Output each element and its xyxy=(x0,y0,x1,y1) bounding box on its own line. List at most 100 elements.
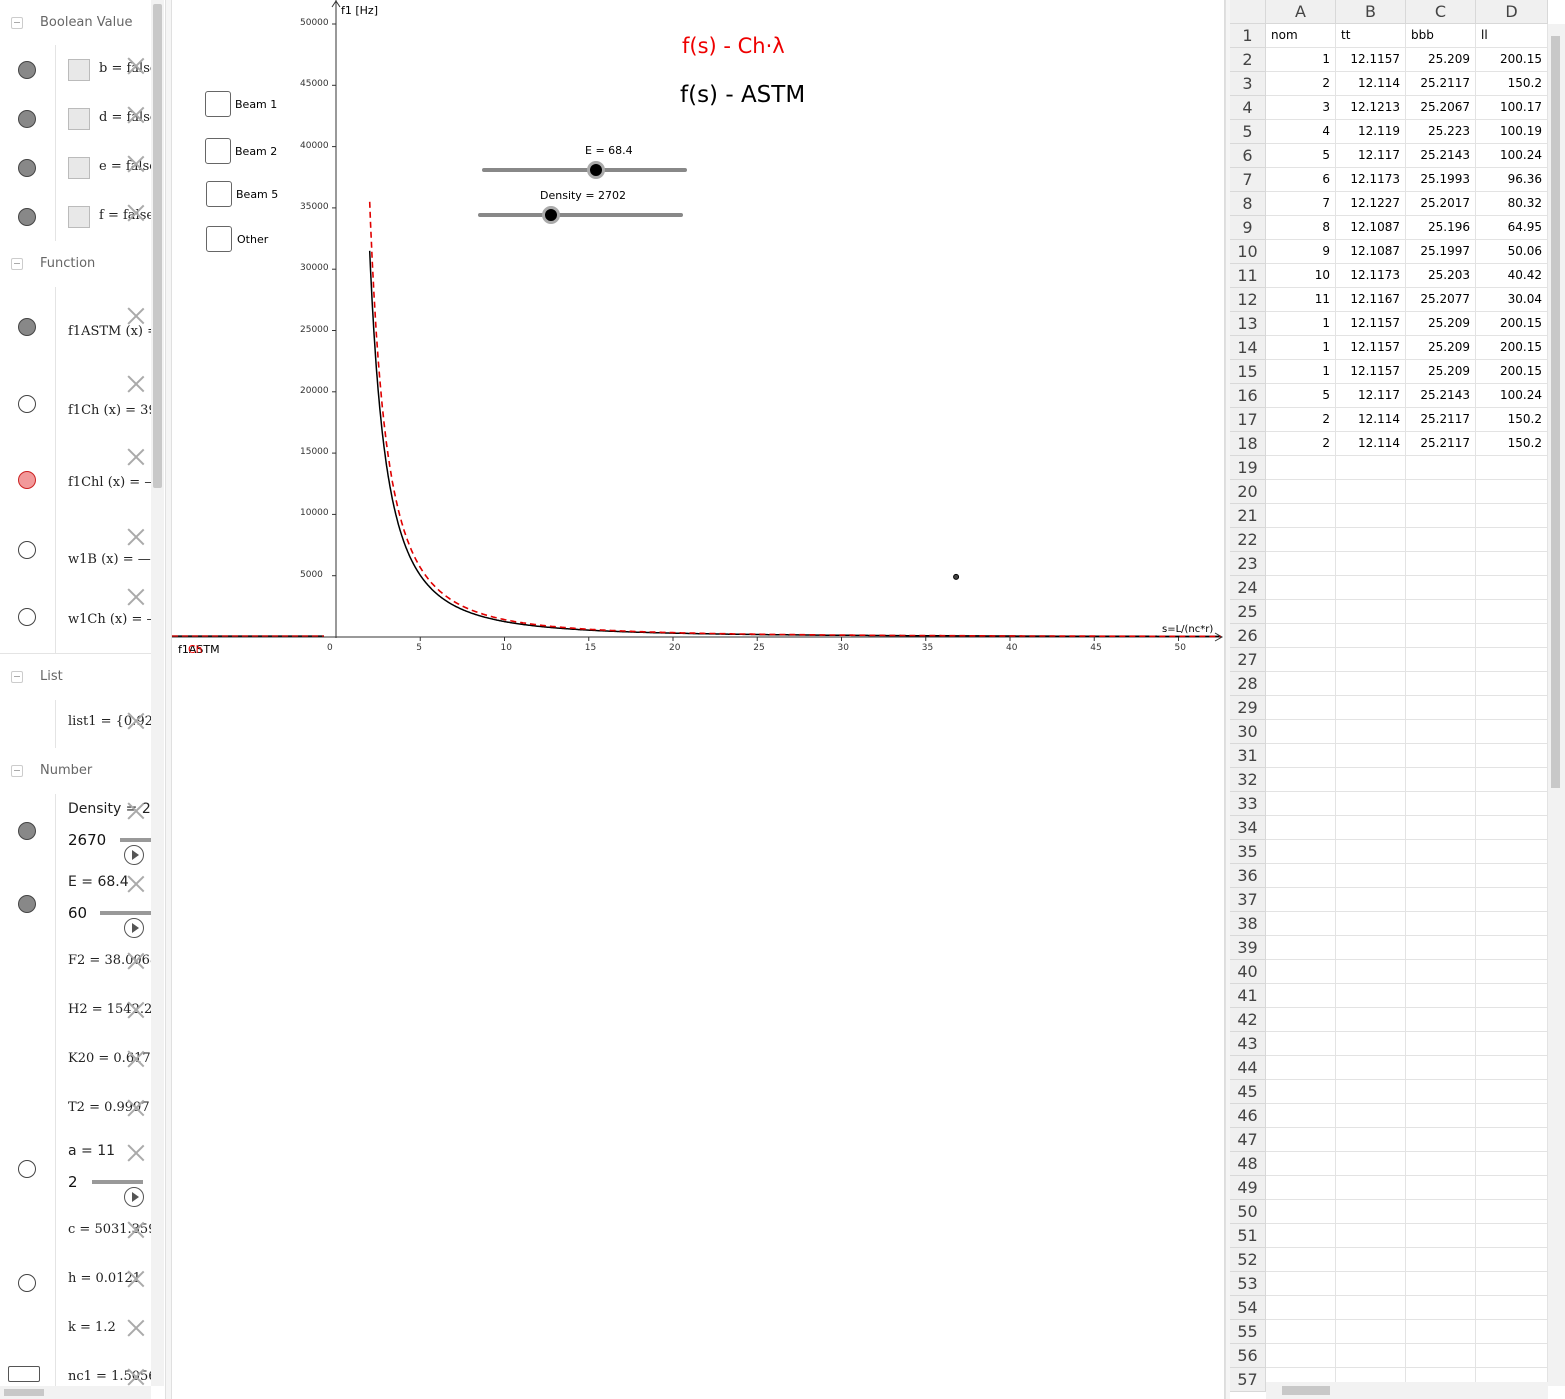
table-cell[interactable] xyxy=(1266,720,1336,744)
table-cell[interactable]: 25.2017 xyxy=(1406,192,1476,216)
column-header[interactable]: D xyxy=(1476,0,1548,24)
table-cell[interactable] xyxy=(1476,480,1548,504)
table-cell[interactable] xyxy=(1336,528,1406,552)
sheet-vertical-scrollbar[interactable] xyxy=(1548,24,1565,1386)
row-header[interactable]: 3 xyxy=(1230,72,1266,96)
table-cell[interactable] xyxy=(1406,984,1476,1008)
number-row[interactable]: k = 1.2 xyxy=(0,1307,151,1357)
row-header[interactable]: 57 xyxy=(1230,1368,1266,1392)
table-cell[interactable]: 25.223 xyxy=(1406,120,1476,144)
row-header[interactable]: 23 xyxy=(1230,552,1266,576)
table-cell[interactable]: 200.15 xyxy=(1476,48,1548,72)
table-cell[interactable] xyxy=(1406,1056,1476,1080)
table-cell[interactable]: 12.1157 xyxy=(1336,336,1406,360)
table-cell[interactable] xyxy=(1266,864,1336,888)
row-header[interactable]: 52 xyxy=(1230,1248,1266,1272)
table-cell[interactable]: 6 xyxy=(1266,168,1336,192)
table-cell[interactable]: 8 xyxy=(1266,216,1336,240)
table-cell[interactable] xyxy=(1336,1128,1406,1152)
table-cell[interactable] xyxy=(1336,720,1406,744)
table-cell[interactable] xyxy=(1336,960,1406,984)
row-header[interactable]: 33 xyxy=(1230,792,1266,816)
table-cell[interactable] xyxy=(1476,1008,1548,1032)
table-cell[interactable] xyxy=(1266,912,1336,936)
table-cell[interactable] xyxy=(1406,456,1476,480)
table-cell[interactable] xyxy=(1476,840,1548,864)
row-header[interactable]: 37 xyxy=(1230,888,1266,912)
table-cell[interactable]: 25.1993 xyxy=(1406,168,1476,192)
table-cell[interactable] xyxy=(1336,744,1406,768)
row-header[interactable]: 45 xyxy=(1230,1080,1266,1104)
table-cell[interactable] xyxy=(1406,672,1476,696)
table-cell[interactable]: 2 xyxy=(1266,432,1336,456)
table-cell[interactable] xyxy=(1406,1176,1476,1200)
table-cell[interactable] xyxy=(1266,744,1336,768)
list-row[interactable]: list1 = {0.9244 xyxy=(0,700,151,749)
table-cell[interactable] xyxy=(1336,1080,1406,1104)
table-cell[interactable] xyxy=(1336,576,1406,600)
delete-icon[interactable] xyxy=(127,155,145,173)
table-cell[interactable] xyxy=(1336,888,1406,912)
column-header[interactable]: A xyxy=(1266,0,1336,24)
graph-canvas[interactable] xyxy=(172,0,1225,1399)
table-cell[interactable]: 100.17 xyxy=(1476,96,1548,120)
table-cell[interactable] xyxy=(1476,1104,1548,1128)
table-cell[interactable] xyxy=(1266,840,1336,864)
table-cell[interactable]: 96.36 xyxy=(1476,168,1548,192)
row-header[interactable]: 46 xyxy=(1230,1104,1266,1128)
visibility-toggle[interactable] xyxy=(18,894,36,913)
expression-text[interactable]: f1ASTM (x) = xyxy=(68,324,151,339)
table-cell[interactable]: 150.2 xyxy=(1476,432,1548,456)
table-cell[interactable] xyxy=(1336,1272,1406,1296)
table-cell[interactable] xyxy=(1266,1008,1336,1032)
boolean-row[interactable]: d = false xyxy=(0,94,151,144)
row-header[interactable]: 27 xyxy=(1230,648,1266,672)
visibility-toggle[interactable] xyxy=(18,109,36,128)
function-row[interactable]: w1B (x) = — xyxy=(0,520,151,581)
delete-icon[interactable] xyxy=(127,57,145,75)
number-row[interactable]: F2 = 38.0068 xyxy=(0,940,151,990)
table-cell[interactable] xyxy=(1406,720,1476,744)
table-cell[interactable] xyxy=(1336,1176,1406,1200)
table-cell[interactable]: 12.114 xyxy=(1336,72,1406,96)
density-slider-knob[interactable] xyxy=(542,206,560,224)
table-cell[interactable] xyxy=(1266,552,1336,576)
table-cell[interactable] xyxy=(1336,936,1406,960)
row-header[interactable]: 15 xyxy=(1230,360,1266,384)
expression-text[interactable]: k = 1.2 xyxy=(68,1320,116,1335)
table-cell[interactable]: 80.32 xyxy=(1476,192,1548,216)
expression-text[interactable]: w1Ch (x) = — xyxy=(68,612,151,627)
row-header[interactable]: 11 xyxy=(1230,264,1266,288)
table-cell[interactable] xyxy=(1266,576,1336,600)
table-cell[interactable] xyxy=(1476,912,1548,936)
row-header[interactable]: 47 xyxy=(1230,1128,1266,1152)
number-row[interactable]: a = 11 2 xyxy=(0,1136,151,1210)
table-cell[interactable] xyxy=(1336,1008,1406,1032)
row-header[interactable]: 48 xyxy=(1230,1152,1266,1176)
section-function[interactable]: Function xyxy=(0,241,151,288)
table-cell[interactable] xyxy=(1406,1152,1476,1176)
corner-cell[interactable] xyxy=(1230,0,1266,24)
table-cell[interactable]: 1 xyxy=(1266,312,1336,336)
table-cell[interactable] xyxy=(1406,576,1476,600)
table-cell[interactable] xyxy=(1266,984,1336,1008)
panel-divider[interactable] xyxy=(165,0,172,1399)
table-cell[interactable] xyxy=(1266,504,1336,528)
table-cell[interactable] xyxy=(1266,1080,1336,1104)
table-cell[interactable]: 5 xyxy=(1266,144,1336,168)
number-row[interactable]: H2 = 1542.29 xyxy=(0,989,151,1039)
boolean-row[interactable]: f = false xyxy=(0,192,151,242)
play-icon[interactable] xyxy=(124,845,144,865)
row-header[interactable]: 34 xyxy=(1230,816,1266,840)
table-cell[interactable] xyxy=(1336,840,1406,864)
mini-slider[interactable] xyxy=(100,911,151,915)
table-cell[interactable] xyxy=(1266,624,1336,648)
table-cell[interactable] xyxy=(1406,1344,1476,1368)
table-cell[interactable]: 12.114 xyxy=(1336,432,1406,456)
table-cell[interactable]: 25.209 xyxy=(1406,336,1476,360)
table-cell[interactable] xyxy=(1336,600,1406,624)
table-cell[interactable] xyxy=(1476,1344,1548,1368)
table-cell[interactable] xyxy=(1406,1104,1476,1128)
table-cell[interactable]: 25.209 xyxy=(1406,48,1476,72)
